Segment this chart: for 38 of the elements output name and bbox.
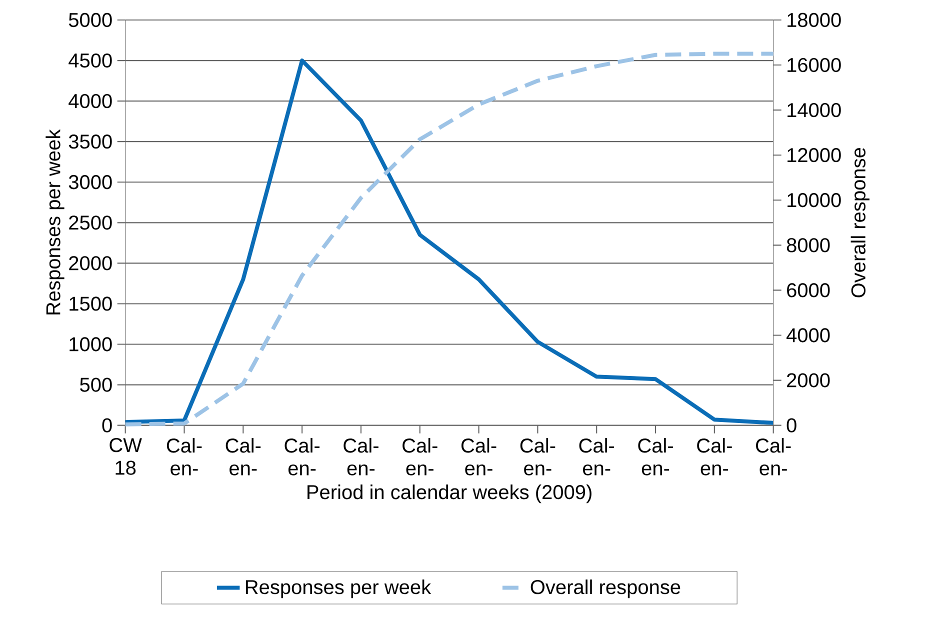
y-axis-title: Responses per week (46, 129, 64, 314)
x-tick-label: Cal-en- (461, 438, 496, 476)
x-tick-label: Cal-en- (756, 438, 791, 476)
y2-tick-label: 12000 (788, 148, 841, 162)
y2-tick-label: 10000 (788, 193, 841, 208)
y2-tick-label: 14000 (788, 102, 841, 118)
y2-tick-label: 4000 (786, 328, 830, 342)
x-tick-label: CW 18 (110, 438, 142, 475)
x-tick-label: Cal-en- (166, 438, 202, 476)
x-tick-label: Cal-en- (402, 438, 438, 476)
x-tick-label: Cal-en- (579, 438, 614, 476)
y2-tick-label: 8000 (786, 238, 830, 252)
y-tick-label: 1500 (70, 296, 112, 311)
x-tick-label: Cal-en- (226, 438, 261, 476)
legend-label: Overall response (530, 580, 680, 598)
y2-axis-title: Overall response (850, 148, 870, 298)
x-tick-label: Cal-en- (697, 438, 732, 476)
y2-tick-label: 6000 (787, 283, 830, 298)
y-tick-label: 3000 (68, 175, 112, 190)
x-tick-label: Cal-en- (520, 438, 556, 476)
y2-tick-label: 18000 (788, 12, 841, 28)
y-tick-label: 0 (102, 418, 112, 432)
y2-tick-label: 2000 (787, 373, 830, 388)
y2-tick-label: 0 (786, 418, 796, 432)
y-tick-label: 2000 (69, 256, 112, 270)
x-tick-label: Cal-en- (284, 438, 320, 476)
x-tick-label: Cal-en- (344, 438, 378, 476)
y2-tick-label: 16000 (788, 58, 841, 72)
y-tick-label: 3500 (68, 134, 112, 149)
legend-label: Responses per week (246, 580, 432, 598)
y-tick-label: 500 (80, 378, 112, 392)
y-tick-label: 4500 (68, 53, 112, 68)
x-tick-label: Cal-en- (638, 438, 673, 476)
y-tick-label: 5000 (68, 12, 112, 28)
x-axis-title: Period in calendar weeks (2009) (308, 484, 592, 504)
y-tick-label: 1000 (70, 337, 112, 352)
y-tick-label: 2500 (69, 216, 112, 230)
y-tick-label: 4000 (68, 94, 112, 108)
